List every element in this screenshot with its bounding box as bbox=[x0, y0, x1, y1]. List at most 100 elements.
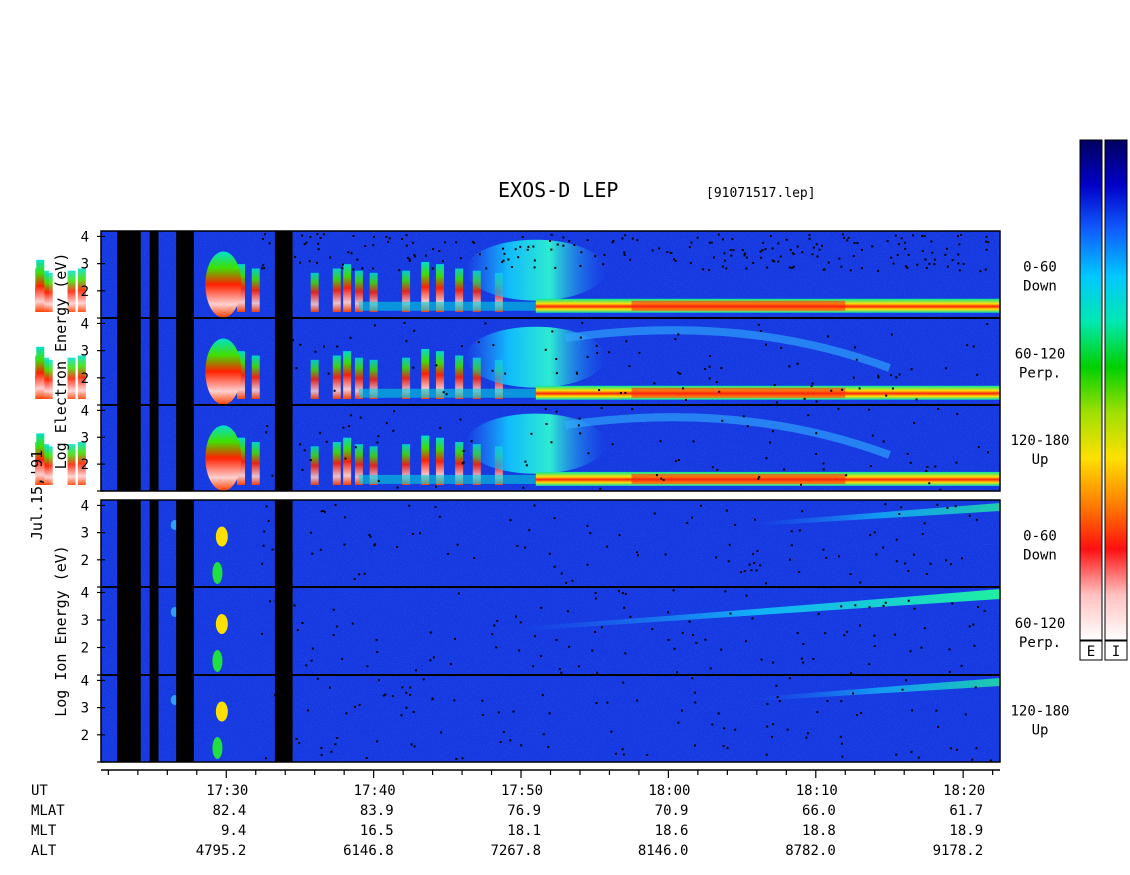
y-tick-label: 4 bbox=[81, 673, 89, 689]
speckle-mark bbox=[578, 417, 581, 420]
speckle-mark bbox=[655, 474, 658, 477]
speckle-mark bbox=[638, 351, 641, 354]
speckle-mark bbox=[884, 601, 887, 604]
speckle-mark bbox=[666, 250, 669, 253]
speckle-mark bbox=[923, 522, 926, 525]
y-tick-label: 2 bbox=[81, 457, 89, 473]
speckle-mark bbox=[560, 671, 563, 674]
speckle-mark bbox=[320, 510, 323, 513]
speckle-mark bbox=[815, 243, 818, 246]
speckle-mark bbox=[727, 560, 730, 563]
speckle-mark bbox=[296, 629, 299, 632]
electron-burst-mark bbox=[67, 270, 76, 312]
speckle-mark bbox=[457, 592, 460, 595]
speckle-mark bbox=[756, 550, 759, 553]
speckle-mark bbox=[376, 441, 379, 444]
speckle-mark bbox=[636, 239, 639, 242]
speckle-mark bbox=[261, 562, 264, 565]
speckle-mark bbox=[717, 712, 720, 715]
speckle-mark bbox=[815, 432, 818, 435]
speckle-mark bbox=[514, 248, 517, 251]
speckle-mark bbox=[750, 569, 753, 572]
speckle-mark bbox=[875, 553, 878, 556]
ephemeris-value: 9.4 bbox=[221, 823, 246, 839]
speckle-mark bbox=[816, 711, 819, 714]
speckle-mark bbox=[341, 657, 344, 660]
speckle-mark bbox=[441, 260, 444, 263]
speckle-mark bbox=[310, 531, 313, 534]
speckle-mark bbox=[796, 362, 799, 365]
speckle-mark bbox=[801, 251, 804, 254]
speckle-mark bbox=[827, 261, 830, 264]
speckle-mark bbox=[290, 557, 293, 560]
speckle-mark bbox=[358, 703, 361, 706]
speckle-mark bbox=[693, 691, 696, 694]
speckle-mark bbox=[608, 351, 611, 354]
speckle-mark bbox=[985, 240, 988, 243]
speckle-mark bbox=[766, 266, 769, 269]
electron-burst-mark bbox=[421, 261, 430, 312]
speckle-mark bbox=[353, 578, 356, 581]
speckle-mark bbox=[595, 344, 598, 347]
speckle-mark bbox=[846, 239, 849, 242]
speckle-mark bbox=[699, 504, 702, 507]
speckle-mark bbox=[594, 630, 597, 633]
speckle-mark bbox=[692, 440, 695, 443]
speckle-mark bbox=[949, 563, 952, 566]
speckle-mark bbox=[904, 265, 907, 268]
speckle-mark bbox=[859, 581, 862, 584]
speckle-mark bbox=[761, 249, 764, 252]
panel-direction-label: Up bbox=[1032, 723, 1049, 739]
speckle-mark bbox=[275, 607, 278, 610]
speckle-mark bbox=[610, 730, 613, 733]
data-gap-mark bbox=[117, 500, 141, 587]
speckle-mark bbox=[555, 410, 558, 413]
speckle-mark bbox=[822, 268, 825, 271]
electron-panel-2 bbox=[35, 318, 1000, 405]
speckle-mark bbox=[264, 233, 267, 236]
speckle-mark bbox=[347, 251, 350, 254]
speckle-mark bbox=[571, 579, 574, 582]
speckle-mark bbox=[898, 512, 901, 515]
speckle-mark bbox=[485, 267, 488, 270]
electron-band-core bbox=[631, 473, 846, 484]
speckle-mark bbox=[372, 244, 375, 247]
speckle-mark bbox=[262, 544, 265, 547]
speckle-mark bbox=[882, 440, 885, 443]
speckle-mark bbox=[646, 754, 649, 757]
speckle-mark bbox=[757, 477, 760, 480]
speckle-mark bbox=[320, 753, 323, 756]
speckle-mark bbox=[410, 743, 413, 746]
speckle-mark bbox=[651, 249, 654, 252]
speckle-mark bbox=[898, 373, 901, 376]
electron-panel-3 bbox=[35, 405, 1000, 491]
speckle-mark bbox=[810, 385, 813, 388]
speckle-mark bbox=[869, 534, 872, 537]
speckle-mark bbox=[554, 266, 557, 269]
speckle-mark bbox=[873, 531, 876, 534]
speckle-mark bbox=[507, 258, 510, 261]
speckle-mark bbox=[672, 589, 675, 592]
speckle-mark bbox=[332, 608, 335, 611]
speckle-mark bbox=[526, 248, 529, 251]
ion-feature-mark bbox=[215, 613, 228, 634]
speckle-mark bbox=[818, 248, 821, 251]
speckle-mark bbox=[411, 532, 414, 535]
speckle-mark bbox=[579, 336, 582, 339]
speckle-mark bbox=[815, 452, 818, 455]
speckle-mark bbox=[322, 510, 325, 513]
speckle-mark bbox=[600, 407, 603, 410]
speckle-mark bbox=[837, 407, 840, 410]
panel-angle-label: 60-120 bbox=[1015, 347, 1066, 363]
speckle-mark bbox=[853, 241, 856, 244]
speckle-mark bbox=[958, 243, 961, 246]
x-tick-label: 18:10 bbox=[796, 783, 838, 799]
speckle-mark bbox=[708, 269, 711, 272]
speckle-mark bbox=[283, 630, 286, 633]
speckle-mark bbox=[530, 432, 533, 435]
speckle-mark bbox=[716, 468, 719, 471]
speckle-mark bbox=[396, 486, 399, 489]
ephemeris-value: 16.5 bbox=[360, 823, 394, 839]
speckle-mark bbox=[841, 755, 844, 758]
